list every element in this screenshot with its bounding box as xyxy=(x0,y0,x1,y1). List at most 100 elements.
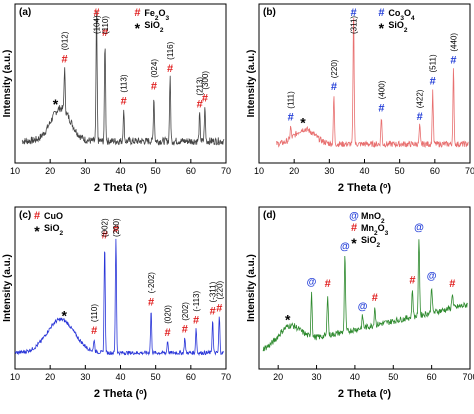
legend-label: SiO2 xyxy=(44,223,64,237)
hkl-label: (220) xyxy=(215,280,224,299)
peak-marker: # xyxy=(372,292,378,304)
peak-marker: # xyxy=(94,7,100,19)
x-tick-label: 70 xyxy=(221,166,231,176)
x-tick-label: 50 xyxy=(395,166,405,176)
peak-marker: # xyxy=(449,278,455,290)
sio2-star-marker: * xyxy=(53,96,59,112)
peak-marker: # xyxy=(417,111,423,123)
x-axis-label: 2 Theta (o) xyxy=(338,182,392,194)
sio2-star-marker: * xyxy=(62,308,68,324)
x-tick-label: 50 xyxy=(151,166,161,176)
legend-symbol: # xyxy=(378,7,384,19)
hkl-label: (111) xyxy=(287,91,296,109)
x-tick-label: 50 xyxy=(151,372,161,382)
peak-marker: @ xyxy=(427,271,437,282)
hkl-label: (104) xyxy=(93,15,102,34)
hkl-label: (110) xyxy=(90,304,99,322)
legend-symbol: * xyxy=(34,223,40,239)
hkl-label: (202) xyxy=(181,302,190,321)
xrd-pattern-line xyxy=(14,238,224,357)
peak-marker: # xyxy=(182,324,188,336)
peak-marker: # xyxy=(450,55,456,67)
x-tick-label: 70 xyxy=(221,372,231,382)
xrd-panel-1: 10 20 30 40 50 60 70 2 Theta (o) Intensity (a.u.… xyxy=(2,3,231,194)
x-tick-label: 50 xyxy=(388,372,398,382)
x-tick-label: 700 xyxy=(462,372,474,382)
y-axis-label: Intensity (a.u.) xyxy=(2,254,13,322)
x-tick-label: 10 xyxy=(10,166,20,176)
hkl-label: (200) xyxy=(112,218,121,237)
x-tick-label: 20 xyxy=(289,166,299,176)
x-tick-label: 30 xyxy=(80,166,90,176)
x-axis-label: 2 Theta (o) xyxy=(94,388,148,400)
x-tick-label: 20 xyxy=(273,372,283,382)
peak-marker: # xyxy=(102,229,108,241)
x-tick-label: 10 xyxy=(10,372,20,382)
peak-marker: # xyxy=(288,112,294,124)
xrd-panel-4: 20 30 40 50 60 700 2 Theta (o) Intensity (a.u.)… xyxy=(246,206,474,400)
legend-symbol: # xyxy=(34,210,40,222)
x-tick-label: 10 xyxy=(254,166,264,176)
legend-symbol: * xyxy=(379,20,385,36)
x-tick-label: 60 xyxy=(186,166,196,176)
panel-label: (d) xyxy=(263,210,276,221)
legend-label: SiO2 xyxy=(388,20,408,34)
hkl-label: (440) xyxy=(449,33,458,52)
peak-marker: # xyxy=(351,7,357,19)
y-axis-label: Intensity (a.u.) xyxy=(246,254,257,322)
sio2-star-marker: * xyxy=(285,311,291,327)
legend-symbol: @ xyxy=(349,211,359,222)
x-tick-label: 60 xyxy=(186,372,196,382)
xrd-panel-2: 10 20 30 40 50 60 70 2 Theta (o) Intensity (a.u.… xyxy=(246,3,474,194)
x-tick-label: 20 xyxy=(45,372,55,382)
sio2-star-marker: * xyxy=(300,114,306,130)
hkl-label: (511) xyxy=(429,54,438,72)
xrd-pattern-line xyxy=(276,18,469,149)
peak-marker: # xyxy=(102,27,108,39)
peak-marker: # xyxy=(151,81,157,93)
x-tick-label: 40 xyxy=(115,372,125,382)
x-tick-label: 30 xyxy=(312,372,322,382)
legend-symbol: * xyxy=(135,20,141,36)
peak-marker: # xyxy=(91,325,97,337)
hkl-label: (110) xyxy=(101,16,110,34)
peak-marker: # xyxy=(193,315,199,327)
legend-label: Fe2O3 xyxy=(144,8,169,22)
peak-marker: # xyxy=(202,93,208,105)
hkl-label: (300) xyxy=(201,71,210,90)
y-axis-label: Intensity (a.u.) xyxy=(2,50,13,118)
legend-label: Mn2O3 xyxy=(361,223,389,237)
x-tick-label: 60 xyxy=(427,372,437,382)
x-tick-label: 40 xyxy=(115,166,125,176)
peak-marker: # xyxy=(378,102,384,114)
peak-marker: @ xyxy=(414,222,424,233)
plot-frame xyxy=(258,206,471,370)
plot-frame xyxy=(258,3,471,164)
hkl-label: (002) xyxy=(101,218,110,237)
legend-label: Co3O4 xyxy=(388,8,415,22)
x-tick-label: 40 xyxy=(350,372,360,382)
hkl-label: (024) xyxy=(150,59,159,78)
peak-marker: # xyxy=(210,306,216,318)
legend-label: SiO2 xyxy=(144,20,164,34)
peak-marker: @ xyxy=(358,302,368,313)
legend-label: MnO2 xyxy=(361,211,385,225)
legend-label: SiO2 xyxy=(361,235,381,249)
hkl-label: (-202) xyxy=(147,272,156,294)
x-tick-label: 40 xyxy=(359,166,369,176)
peak-marker: # xyxy=(430,75,436,87)
hkl-label: (311) xyxy=(350,16,359,34)
x-axis-label: 2 Theta (o) xyxy=(94,182,148,194)
x-tick-label: 60 xyxy=(430,166,440,176)
peak-marker: # xyxy=(148,296,154,308)
peak-marker: # xyxy=(167,63,173,75)
legend-symbol: * xyxy=(351,235,357,251)
panel-label: (c) xyxy=(19,210,31,221)
hkl-label: (422) xyxy=(416,89,425,108)
xrd-panel-3: 10 20 30 40 50 60 70 2 Theta (o) Intensity (a.u.… xyxy=(2,206,231,400)
hkl-label: (-113) xyxy=(192,291,201,312)
hkl-label: (220) xyxy=(330,59,339,78)
peak-marker: # xyxy=(165,327,171,339)
x-tick-label: 30 xyxy=(80,372,90,382)
